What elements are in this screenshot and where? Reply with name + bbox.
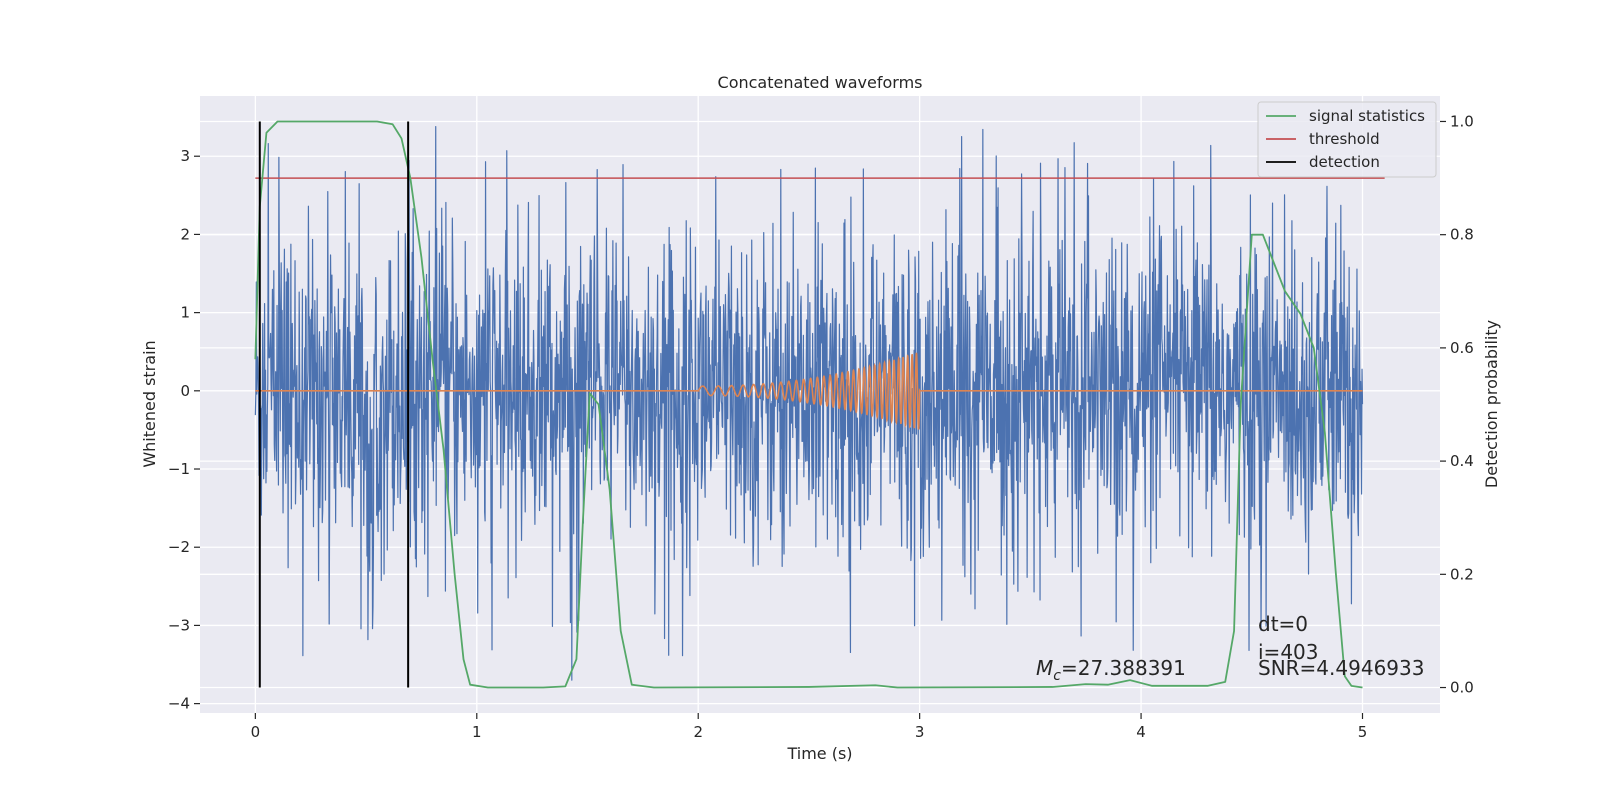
x-tick-label: 5 (1358, 723, 1368, 741)
y-axis-label: Whitened strain (140, 340, 159, 467)
x-tick-label: 3 (915, 723, 925, 741)
right-y-tick-label: 1.0 (1450, 112, 1474, 130)
y-tick-label: 0 (180, 382, 190, 400)
x-tick-label: 0 (251, 723, 261, 741)
right-y-tick-label: 0.4 (1450, 452, 1474, 470)
overlay-series (254, 120, 1385, 689)
annotations: Mc=27.388391 dt=0 i=403 SNR=4.4946933 (1036, 612, 1424, 684)
y-tick-label: 1 (180, 304, 190, 322)
legend-label-detection: detection (1309, 153, 1380, 171)
right-y-axis-label: Detection probability (1482, 320, 1501, 488)
ticks: 0 1 2 3 4 5 −4 −3 −2 −1 0 1 2 3 0.0 0.2 0.4 0.6 0.8 1.0 (168, 112, 1474, 741)
right-y-tick-label: 0.8 (1450, 226, 1474, 244)
y-tick-label: 2 (180, 225, 190, 243)
injected-waveform-line (255, 352, 1363, 430)
legend-label-signal-statistics: signal statistics (1309, 107, 1425, 125)
snr-annotation: SNR=4.4946933 (1258, 656, 1424, 680)
signal-statistics-line (254, 120, 1363, 689)
legend: signal statistics threshold detection (1257, 101, 1437, 178)
dt-annotation: dt=0 (1258, 612, 1308, 636)
right-y-tick-label: 0.6 (1450, 339, 1474, 357)
y-tick-label: 3 (180, 147, 190, 165)
right-y-tick-label: 0.2 (1450, 565, 1474, 583)
legend-box (1257, 101, 1437, 178)
chirp-mass-annotation: Mc=27.388391 (1036, 656, 1186, 684)
y-tick-label: −3 (168, 616, 190, 634)
x-tick-label: 4 (1136, 723, 1146, 741)
legend-label-threshold: threshold (1309, 130, 1380, 148)
index-annotation: i=403 (1258, 640, 1319, 664)
y-tick-label: −4 (168, 695, 190, 713)
y-tick-label: −1 (168, 460, 190, 478)
y-tick-label: −2 (168, 538, 190, 556)
x-tick-label: 1 (472, 723, 482, 741)
chart-title: Concatenated waveforms (718, 73, 923, 92)
x-axis-label: Time (s) (786, 744, 852, 763)
right-y-tick-label: 0.0 (1450, 679, 1474, 697)
injected-waveform-series (255, 352, 1363, 430)
x-tick-label: 2 (693, 723, 703, 741)
